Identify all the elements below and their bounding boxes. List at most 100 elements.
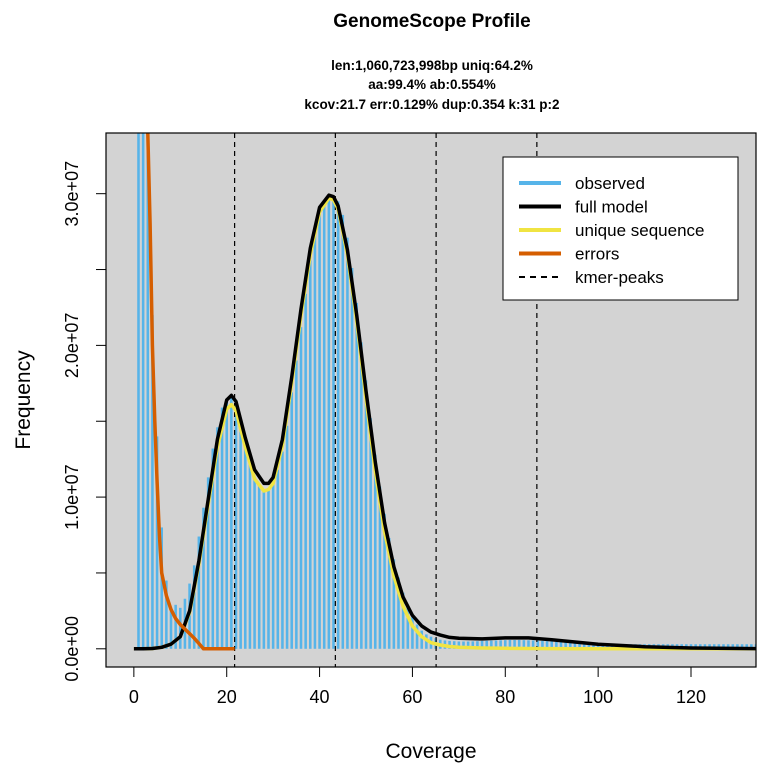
kmer-peak-lines: [234, 133, 538, 667]
observed-bar: [582, 643, 586, 649]
observed-bar: [192, 565, 196, 649]
observed-bar: [745, 644, 748, 649]
observed-bar: [462, 641, 465, 649]
x-tick-label: 20: [217, 687, 237, 707]
observed-bar: [383, 513, 386, 649]
x-tick-label: 120: [676, 687, 706, 707]
chart-title: GenomeScope Profile: [333, 11, 530, 32]
legend: observed full model unique sequence errors k…: [502, 156, 739, 301]
observed-bar: [555, 641, 558, 649]
y-axis: 0.0e+00 1.0e+07 2.0e+07 3.0e+07: [62, 161, 107, 682]
observed-bar: [476, 641, 479, 649]
observed-bar: [146, 133, 150, 649]
observed-bar: [216, 427, 219, 649]
observed-bar: [522, 640, 526, 649]
x-tick-label: 0: [129, 687, 139, 707]
observed-bar: [527, 640, 530, 649]
chart-subtitle-line-3: kcov:21.7 err:0.129% dup:0.354 k:31 p:2: [304, 97, 559, 112]
observed-bar: [206, 477, 210, 649]
observed-bar: [211, 448, 215, 649]
y-tick-label: 1.0e+07: [62, 464, 82, 530]
observed-bar: [151, 315, 154, 649]
observed-bar: [490, 640, 493, 649]
y-tick-label: 0.0e+00: [62, 616, 82, 682]
observed-bar: [239, 419, 242, 649]
observed-bar: [318, 213, 321, 649]
observed-bar: [564, 642, 567, 649]
observed-bar: [536, 640, 540, 649]
observed-bar: [740, 644, 744, 649]
observed-bar: [406, 606, 410, 649]
observed-bar: [457, 641, 461, 649]
observed-bar: [559, 642, 563, 649]
x-tick-label: 60: [402, 687, 422, 707]
observed-bar: [169, 610, 173, 649]
observed-bar: [401, 592, 405, 649]
observed-bar: [387, 538, 391, 649]
observed-bar: [485, 640, 488, 649]
chart-subtitle-line-2: aa:99.4% ab:0.554%: [368, 77, 496, 92]
observed-bar: [726, 644, 730, 649]
observed-bar: [750, 644, 753, 649]
observed-bar: [346, 237, 349, 649]
observed-bar: [573, 643, 577, 649]
observed-bar: [299, 327, 303, 649]
legend-label: kmer-peaks: [575, 268, 664, 287]
observed-bar: [350, 268, 354, 649]
observed-bar: [179, 607, 182, 649]
observed-bar: [244, 437, 247, 649]
y-tick-label: 3.0e+07: [62, 161, 82, 227]
observed-bar: [225, 400, 228, 649]
x-tick-label: 100: [583, 687, 613, 707]
observed-bar: [197, 536, 201, 649]
observed-bar: [304, 293, 307, 649]
observed-bar: [290, 392, 293, 649]
observed-bar: [309, 260, 312, 649]
observed-bar: [234, 401, 238, 649]
observed-bar: [262, 489, 266, 649]
observed-bar: [141, 133, 145, 649]
observed-bar: [513, 639, 516, 649]
observed-bar: [155, 436, 159, 649]
observed-bar: [596, 643, 600, 649]
observed-bar: [253, 477, 256, 649]
observed-bar: [257, 486, 261, 649]
observed-bar: [276, 469, 280, 649]
observed-bar: [285, 425, 289, 649]
observed-bar: [722, 644, 725, 649]
x-tick-label: 80: [495, 687, 515, 707]
observed-bar: [471, 641, 475, 649]
observed-bar: [531, 640, 535, 649]
observed-bar: [332, 196, 335, 649]
observed-bar: [601, 643, 605, 649]
legend-label: full model: [575, 198, 648, 217]
observed-bar: [592, 643, 595, 649]
observed-bar: [322, 204, 326, 649]
observed-bar: [411, 616, 414, 649]
observed-bar: [165, 580, 168, 649]
legend-label: errors: [575, 245, 619, 264]
observed-bar: [480, 640, 484, 649]
observed-histogram: [137, 133, 756, 649]
observed-bar: [281, 451, 284, 649]
full-model-line: [133, 193, 756, 651]
observed-bar: [364, 380, 368, 649]
observed-bar: [248, 459, 252, 649]
observed-bar: [550, 641, 553, 649]
observed-bar: [587, 643, 591, 649]
observed-bar: [137, 133, 140, 649]
observed-bar: [271, 481, 275, 649]
observed-bar: [220, 407, 224, 649]
observed-bar: [355, 302, 358, 649]
legend-label: observed: [575, 174, 645, 193]
observed-bar: [230, 396, 233, 649]
observed-bar: [327, 198, 331, 649]
observed-bar: [494, 640, 498, 649]
observed-bar: [466, 641, 470, 649]
observed-bar: [174, 604, 177, 649]
observed-bar: [369, 418, 372, 649]
observed-bar: [160, 527, 163, 649]
observed-bar: [569, 642, 572, 649]
observed-bar: [541, 640, 544, 649]
observed-bar: [420, 630, 423, 649]
